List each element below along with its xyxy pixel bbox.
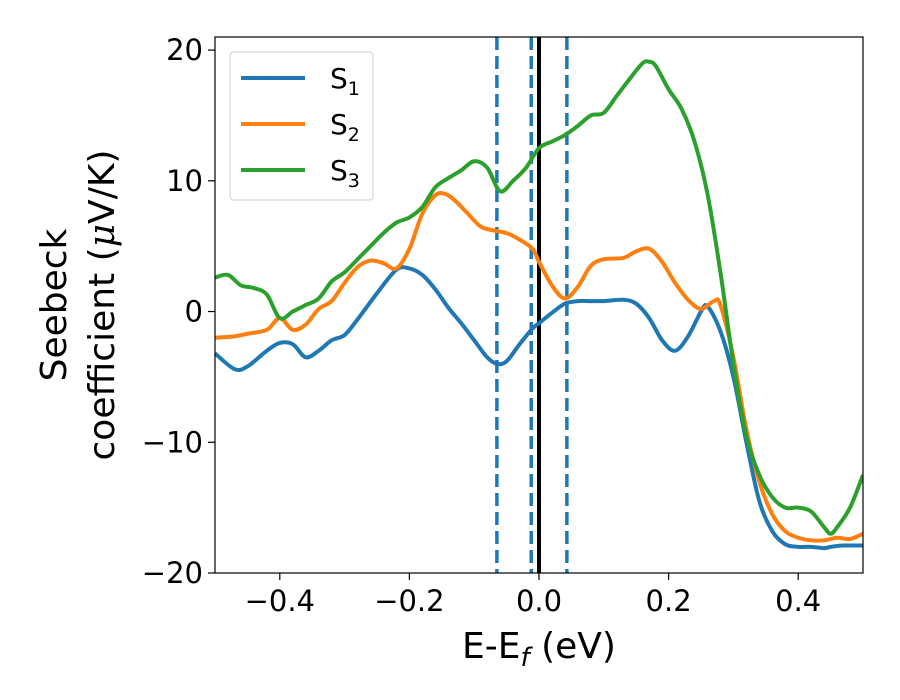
y-axis-title-line1: Seebeck [34,228,75,381]
legend-label-s3: S3 [330,154,360,192]
x-tick-label: 0.2 [646,584,692,618]
y-tick-label: −10 [142,425,203,459]
x-tick-label: 0.4 [775,584,821,618]
series-line-s1 [215,265,863,551]
legend: S1 S2 S3 [229,51,374,201]
legend-label-s2: S2 [330,108,360,146]
series-line-s3 [215,59,863,536]
y-axis-ticks: −20 −10 0 10 20 [142,33,215,590]
y-axis-title-text: coefficient ( [82,247,123,460]
x-axis-title: E-Ef (eV) [462,626,616,673]
series-lines [215,59,863,551]
y-axis-title-unit: V/K) [82,150,123,224]
y-tick-label: 0 [185,295,203,329]
y-tick-label: 10 [166,164,203,198]
x-tick-label: 0.0 [516,584,562,618]
y-axis-title-mu: μ [82,224,123,247]
y-tick-label: 20 [166,33,203,67]
x-axis-ticks: −0.4 −0.2 0.0 0.2 0.4 [245,573,821,618]
x-tick-label: −0.4 [245,584,315,618]
y-tick-label: −20 [142,556,203,590]
x-axis-title-unit: (eV) [530,626,616,667]
x-axis-title-main: E-E [462,626,520,667]
x-tick-label: −0.2 [374,584,444,618]
legend-label-s1: S1 [330,62,360,100]
y-axis-title-line2: coefficient (μV/K) [82,150,123,461]
